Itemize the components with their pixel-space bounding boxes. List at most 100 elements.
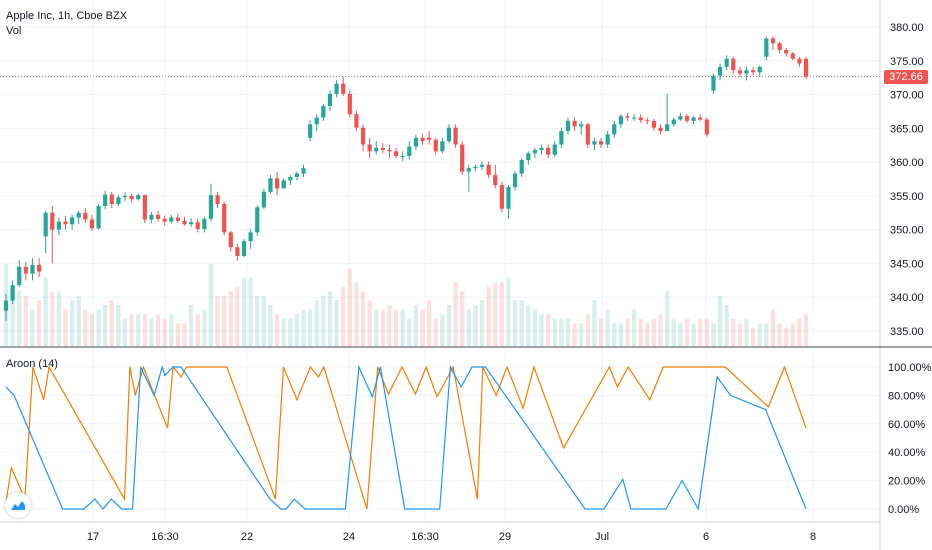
candle-body bbox=[479, 164, 485, 167]
volume-bar bbox=[30, 309, 35, 346]
time-tick-label: 16:30 bbox=[151, 531, 179, 543]
candle-body bbox=[83, 212, 88, 220]
candle-body bbox=[116, 197, 121, 204]
volume-bar bbox=[281, 318, 286, 346]
volume-bar bbox=[63, 309, 68, 346]
volume-bar bbox=[182, 323, 187, 346]
volume-bar bbox=[202, 309, 207, 346]
volume-bar bbox=[612, 323, 617, 346]
candle-body bbox=[195, 222, 200, 229]
volume-bar bbox=[96, 309, 101, 346]
candle-body bbox=[334, 83, 339, 94]
volume-bar bbox=[274, 314, 280, 346]
time-tick-label: 16:30 bbox=[411, 531, 439, 543]
volume-bar bbox=[413, 305, 419, 346]
volume-bar bbox=[43, 277, 48, 346]
candle-body bbox=[717, 66, 723, 76]
candle-body bbox=[3, 300, 9, 311]
candle-body bbox=[103, 194, 108, 207]
volume-bar bbox=[149, 318, 154, 346]
candle-body bbox=[142, 195, 147, 220]
candle-body bbox=[651, 120, 657, 128]
candle-body bbox=[512, 173, 518, 188]
volume-bar bbox=[195, 314, 200, 346]
candle-body bbox=[36, 264, 42, 272]
time-tick-label: 8 bbox=[810, 531, 816, 543]
volume-bar bbox=[23, 295, 28, 346]
candle-body bbox=[592, 141, 597, 145]
candle-body bbox=[532, 149, 538, 154]
volume-bar bbox=[658, 314, 663, 346]
candle-body bbox=[797, 58, 802, 64]
candle-body bbox=[612, 124, 617, 135]
volume-bar bbox=[512, 300, 518, 346]
price-tick-label: 370.00 bbox=[890, 90, 924, 102]
volume-bar bbox=[532, 309, 538, 346]
candle-body bbox=[433, 139, 438, 152]
candle-body bbox=[579, 124, 584, 127]
price-tick-label: 355.00 bbox=[890, 191, 924, 203]
candle-body bbox=[393, 151, 399, 157]
candle-body bbox=[638, 117, 643, 121]
candle-body bbox=[777, 43, 782, 50]
candle-body bbox=[10, 285, 15, 301]
volume-bar bbox=[460, 291, 465, 346]
volume-bar bbox=[506, 277, 511, 346]
candle-body bbox=[17, 266, 22, 286]
volume-bar bbox=[440, 314, 445, 346]
volume-bar bbox=[751, 327, 756, 346]
volume-bar bbox=[122, 318, 128, 346]
candle-body bbox=[625, 116, 630, 118]
candle-body bbox=[493, 174, 498, 186]
candle-body bbox=[427, 137, 432, 140]
volume-bar bbox=[691, 323, 696, 346]
time-tick-label: 24 bbox=[343, 531, 355, 543]
volume-bar bbox=[479, 300, 485, 346]
volume-bar bbox=[76, 295, 81, 346]
candle-body bbox=[155, 214, 161, 219]
volume-bar bbox=[268, 305, 273, 346]
candle-body bbox=[23, 266, 28, 274]
candle-body bbox=[453, 127, 458, 145]
candle-body bbox=[770, 38, 776, 44]
tradingview-logo-icon[interactable] bbox=[5, 492, 31, 518]
candle-body bbox=[268, 178, 273, 192]
volume-bar bbox=[142, 314, 147, 346]
volume-bar bbox=[103, 305, 108, 346]
volume-bar bbox=[367, 300, 372, 346]
candle-body bbox=[63, 221, 68, 225]
candle-body bbox=[711, 75, 716, 91]
volume-bar bbox=[717, 295, 723, 346]
volume-bar bbox=[565, 318, 571, 346]
candle-body bbox=[56, 221, 61, 230]
volume-bar bbox=[559, 318, 564, 346]
candle-body bbox=[162, 218, 167, 222]
candle-body bbox=[175, 217, 181, 221]
candle-body bbox=[261, 191, 266, 208]
volume-bar bbox=[387, 305, 392, 346]
volume-bar bbox=[208, 264, 214, 346]
volume-bar bbox=[466, 309, 471, 346]
volume-bar bbox=[552, 318, 557, 346]
volume-bar bbox=[572, 323, 577, 346]
aroon-tick-label: 80.00% bbox=[888, 390, 926, 402]
candle-body bbox=[228, 232, 233, 248]
volume-bar bbox=[546, 314, 551, 346]
volume-bar bbox=[129, 314, 134, 346]
volume-bar bbox=[486, 286, 491, 346]
candle-body bbox=[658, 127, 663, 132]
volume-bar bbox=[36, 300, 42, 346]
candlesticks bbox=[3, 36, 809, 321]
candle-body bbox=[208, 195, 214, 219]
candle-body bbox=[440, 141, 445, 152]
candle-body bbox=[367, 144, 372, 152]
last-price-tag: 372.66 bbox=[884, 69, 928, 84]
time-tick-label: Jul bbox=[595, 531, 609, 543]
aroon-lines bbox=[5, 364, 807, 511]
volume-bar bbox=[711, 323, 716, 346]
price-tick-label: 350.00 bbox=[890, 225, 924, 237]
price-tick-label: 375.00 bbox=[890, 56, 924, 68]
candle-body bbox=[407, 146, 412, 157]
aroon-tick-label: 100.00% bbox=[888, 362, 932, 374]
